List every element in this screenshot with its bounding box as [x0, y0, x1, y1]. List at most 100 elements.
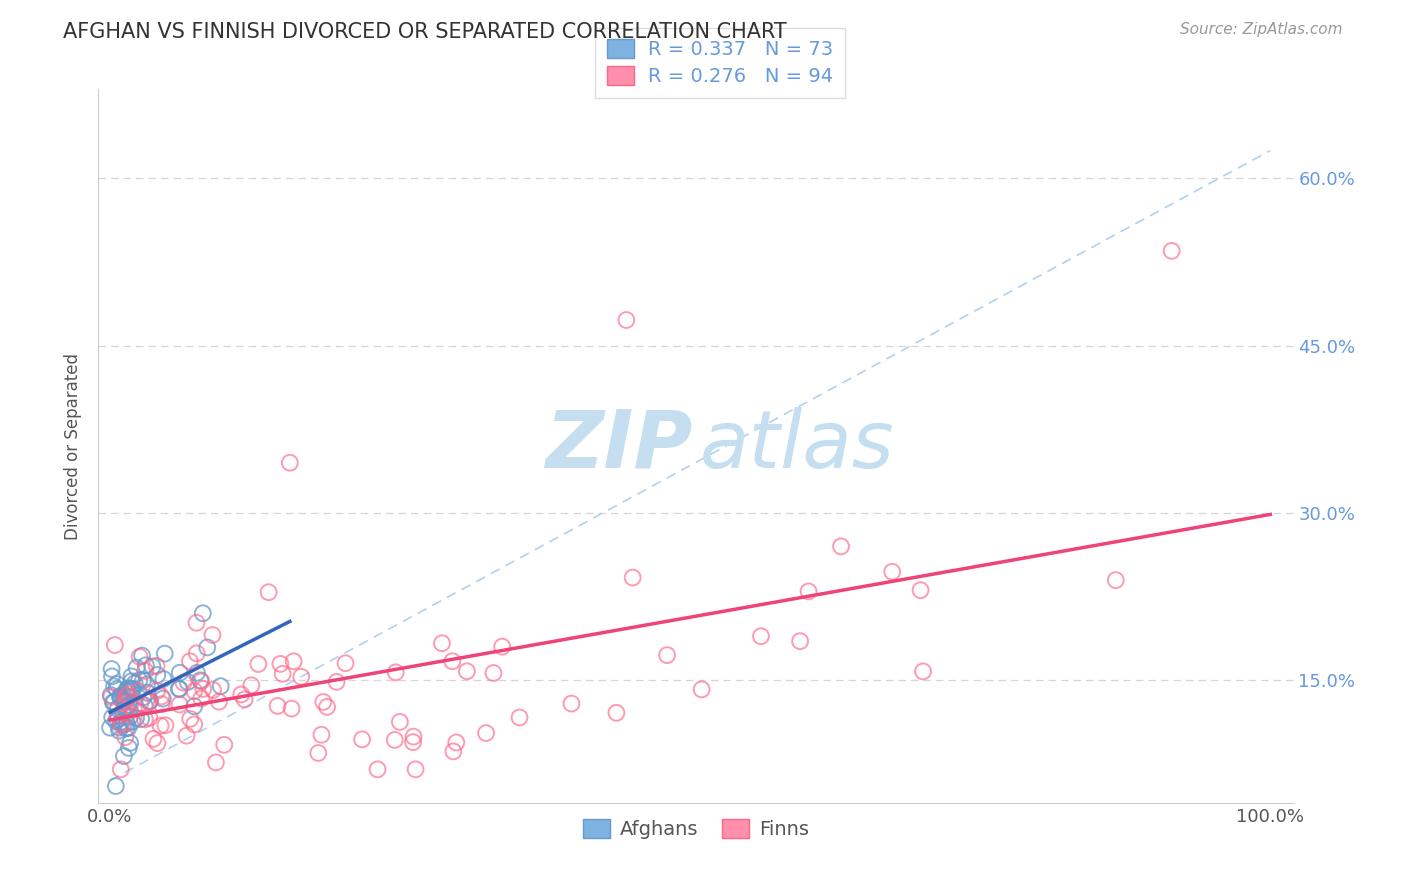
Point [290, 670, 312, 684]
Point [352, 732, 374, 747]
Point [135, 658, 157, 673]
Point [115, 716, 138, 731]
Point [176, 729, 198, 743]
Point [186, 665, 208, 680]
Point [139, 694, 162, 708]
Point [103, 679, 125, 693]
Point [114, 693, 136, 707]
Point [122, 681, 145, 696]
Point [104, 714, 127, 728]
Point [110, 689, 132, 703]
Point [121, 674, 143, 689]
Point [233, 692, 256, 706]
Point [138, 694, 160, 708]
Point [108, 690, 131, 704]
Point [388, 714, 411, 729]
Point [508, 710, 530, 724]
Point [655, 648, 678, 662]
Point [247, 657, 270, 671]
Point [325, 674, 347, 689]
Point [690, 682, 713, 697]
Point [312, 695, 335, 709]
Point [179, 712, 201, 726]
Point [105, 682, 128, 697]
Point [110, 762, 132, 776]
Point [121, 669, 143, 683]
Point [152, 691, 174, 706]
Point [456, 665, 478, 679]
Point [402, 730, 425, 744]
Point [117, 687, 139, 701]
Point [112, 690, 135, 704]
Point [910, 583, 932, 598]
Point [882, 565, 904, 579]
Point [120, 709, 142, 723]
Point [101, 669, 124, 683]
Point [183, 717, 205, 731]
Point [134, 712, 156, 726]
Point [797, 584, 820, 599]
Point [446, 735, 468, 749]
Point [117, 690, 139, 704]
Point [107, 708, 129, 723]
Point [120, 736, 142, 750]
Point [110, 718, 132, 732]
Point [142, 731, 165, 746]
Point [121, 714, 143, 729]
Point [105, 677, 128, 691]
Point [121, 695, 143, 709]
Point [186, 646, 208, 660]
Point [101, 710, 124, 724]
Point [138, 711, 160, 725]
Point [114, 706, 136, 721]
Point [111, 705, 134, 719]
Point [205, 756, 228, 770]
Point [307, 746, 329, 760]
Point [129, 712, 152, 726]
Point [131, 648, 153, 663]
Point [108, 721, 131, 735]
Point [152, 672, 174, 686]
Point [1105, 573, 1128, 587]
Point [107, 713, 129, 727]
Point [122, 702, 145, 716]
Y-axis label: Divorced or Separated: Divorced or Separated [63, 352, 82, 540]
Point [100, 688, 122, 702]
Point [167, 681, 190, 696]
Point [104, 779, 127, 793]
Point [101, 695, 124, 709]
Point [441, 654, 464, 668]
Point [117, 681, 139, 696]
Point [128, 649, 150, 664]
Point [117, 698, 139, 712]
Point [269, 657, 291, 671]
Point [190, 674, 212, 689]
Point [335, 657, 357, 671]
Point [614, 313, 637, 327]
Point [482, 665, 505, 680]
Point [201, 628, 224, 642]
Point [430, 636, 453, 650]
Point [384, 732, 406, 747]
Point [367, 762, 389, 776]
Point [193, 681, 215, 696]
Point [240, 678, 263, 692]
Point [117, 700, 139, 714]
Point [118, 740, 141, 755]
Point [188, 673, 211, 688]
Text: ZIP: ZIP [546, 407, 692, 485]
Point [118, 681, 141, 696]
Point [141, 659, 163, 673]
Point [145, 659, 167, 673]
Point [283, 654, 305, 668]
Point [114, 730, 136, 744]
Point [176, 675, 198, 690]
Point [150, 697, 173, 711]
Point [278, 456, 301, 470]
Text: AFGHAN VS FINNISH DIVORCED OR SEPARATED CORRELATION CHART: AFGHAN VS FINNISH DIVORCED OR SEPARATED … [63, 22, 787, 42]
Point [124, 676, 146, 690]
Point [146, 668, 169, 682]
Point [149, 719, 172, 733]
Point [125, 711, 148, 725]
Point [125, 661, 148, 675]
